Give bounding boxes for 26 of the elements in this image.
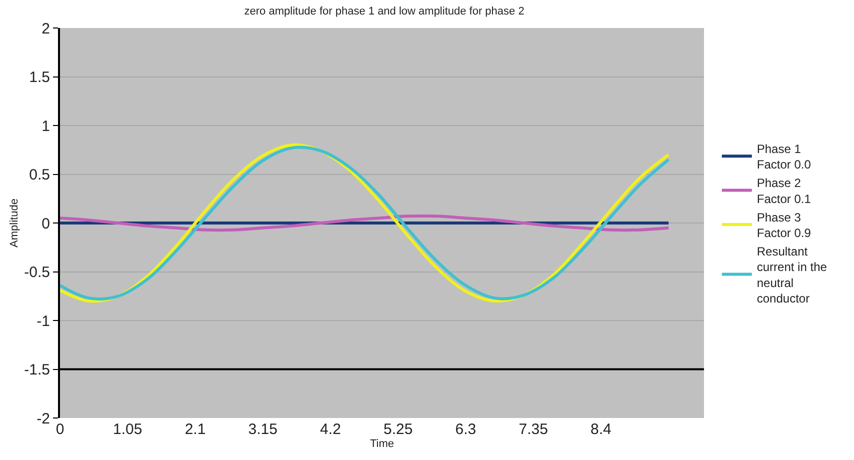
x-tick-label: 7.35	[518, 421, 548, 438]
x-tick-label: 0	[56, 421, 64, 438]
y-tick-label: 2	[42, 20, 50, 38]
legend-label: Resultant current in the neutral conductor	[756, 244, 828, 306]
x-tick-label: 1.05	[113, 421, 142, 438]
legend-label: Phase 2 Factor 0.1	[756, 176, 812, 206]
chart-title: zero amplitude for phase 1 and low amplitude for phase 2	[244, 6, 524, 18]
legend-label: Phase 1 Factor 0.0	[756, 142, 812, 172]
y-tick-label: 0.5	[29, 166, 50, 184]
y-tick-label: -1	[36, 312, 50, 330]
x-tick-label: 6.3	[455, 421, 476, 438]
y-tick-label: 0	[42, 215, 50, 232]
line-series	[60, 214, 670, 232]
x-tick-label: 2.1	[184, 421, 206, 438]
x-tick-label: 4.2	[320, 421, 341, 438]
y-tick-label: 1.5	[29, 69, 50, 86]
x-tick-label: 8.4	[590, 421, 612, 438]
y-tick-label: -2	[36, 410, 50, 428]
y-tick-label: 1	[42, 118, 50, 135]
x-tick-label: 5.25	[384, 421, 413, 438]
x-tick-label: 3.15	[248, 421, 278, 438]
y-tick-label: -0.5	[24, 264, 50, 281]
y-axis-title: Amplitude	[8, 198, 20, 248]
y-tick-label: -1.5	[24, 362, 50, 378]
x-axis-title: Time	[370, 438, 394, 450]
legend-label: Phase 3 Factor 0.9	[756, 210, 812, 240]
